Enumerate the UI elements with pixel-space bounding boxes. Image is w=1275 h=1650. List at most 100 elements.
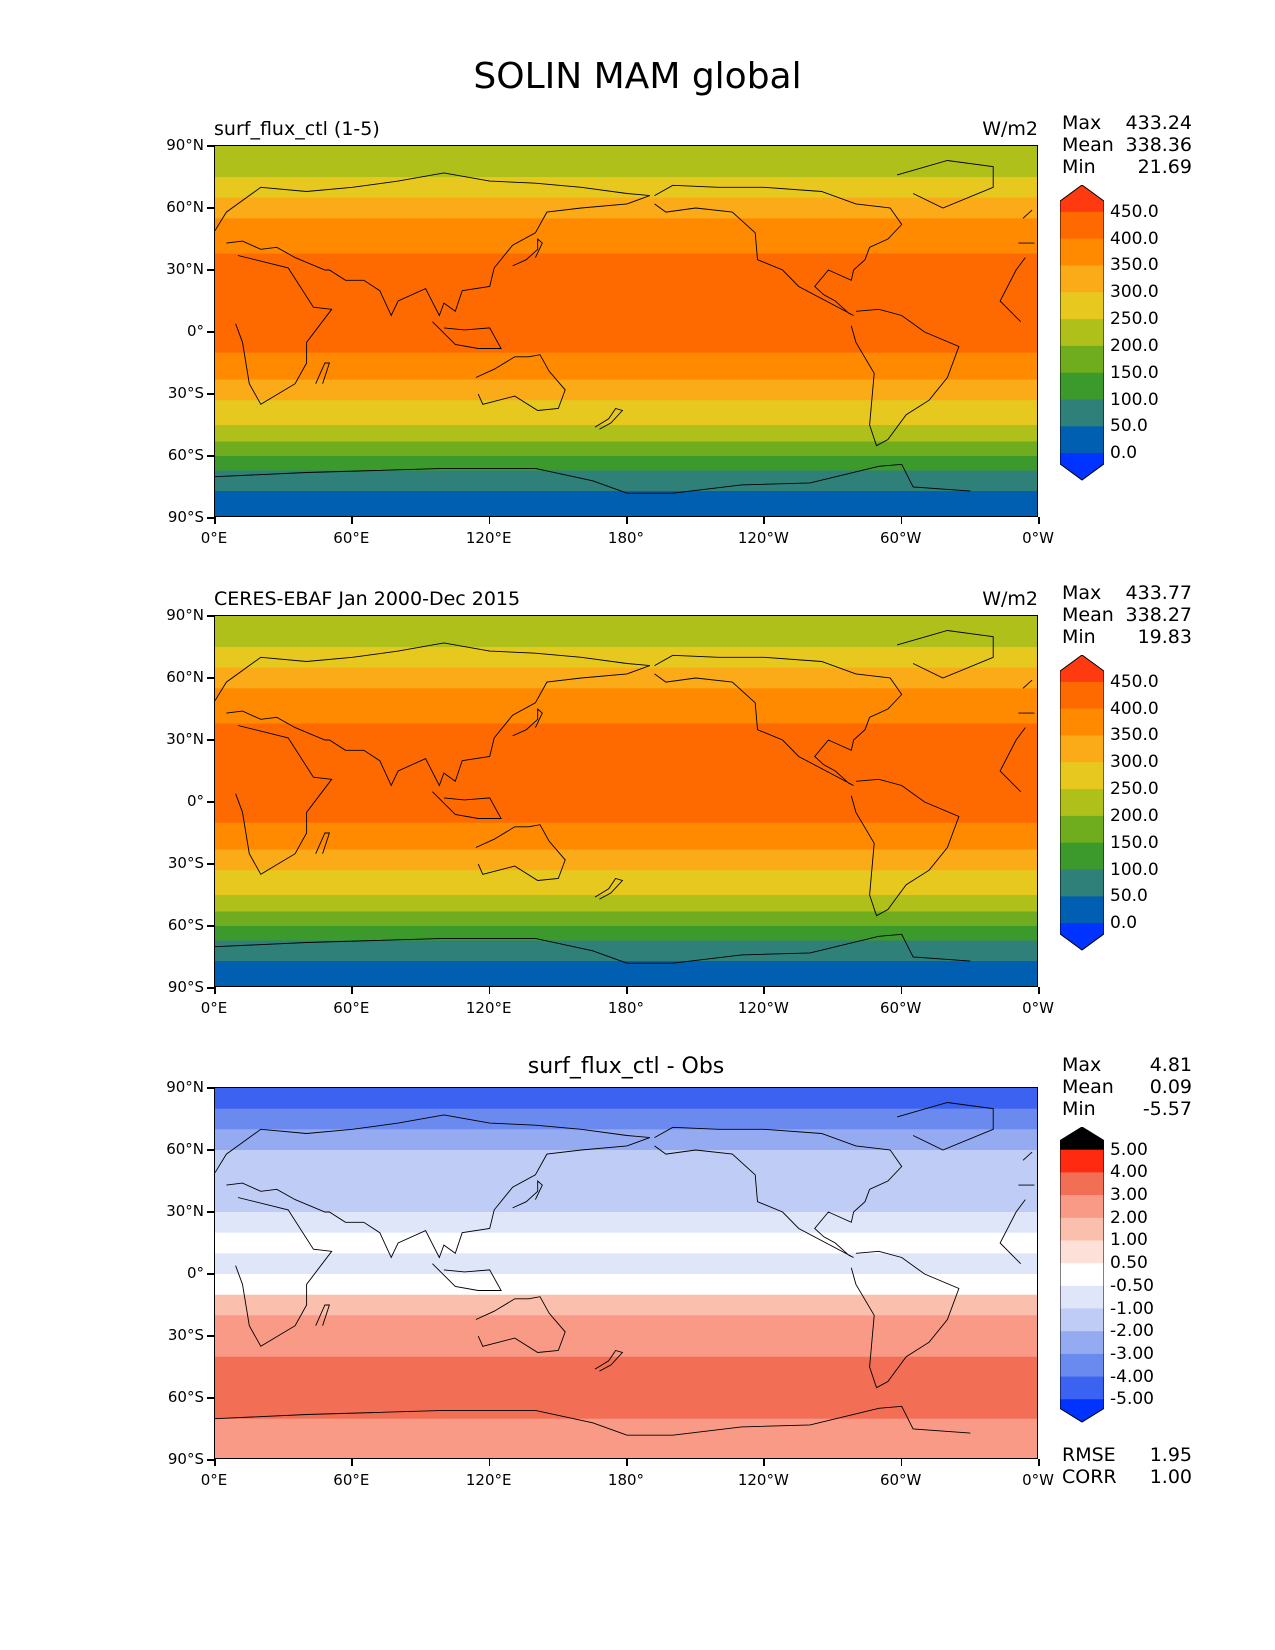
x-tick-mark bbox=[763, 1459, 765, 1466]
colorbar-label: 400.0 bbox=[1110, 228, 1159, 249]
x-tick-label: 0°W bbox=[1022, 999, 1054, 1017]
colorbar-segment bbox=[1060, 211, 1104, 240]
lat-band bbox=[215, 1294, 1037, 1316]
stat-label: Max bbox=[1062, 1054, 1102, 1076]
y-tick-mark bbox=[207, 615, 214, 617]
colorbar-label: 0.0 bbox=[1110, 443, 1138, 464]
y-tick-label: 30°S bbox=[167, 1326, 204, 1344]
x-tick-mark bbox=[900, 517, 903, 524]
colorbar-label: 200.0 bbox=[1110, 805, 1159, 826]
colorbar-segment bbox=[1060, 1285, 1104, 1310]
panel-title: surf_flux_ctl (1-5) bbox=[214, 118, 380, 140]
stats-box: Max 433.24 Mean 338.36 Min 21.69 bbox=[1062, 112, 1192, 178]
y-tick-label: 0° bbox=[186, 322, 204, 340]
x-tick-label: 120°W bbox=[737, 1471, 789, 1489]
stat-label: Mean bbox=[1062, 1076, 1114, 1098]
x-tick-mark bbox=[1038, 1459, 1040, 1466]
lat-band bbox=[215, 1170, 1037, 1192]
colorbar-segment bbox=[1060, 842, 1104, 871]
x-tick-label: 180° bbox=[607, 529, 645, 547]
lat-band bbox=[215, 870, 1037, 896]
stat-value: 1.95 bbox=[1149, 1444, 1192, 1466]
x-tick-label: 0°E bbox=[200, 999, 228, 1017]
colorbar-segment bbox=[1060, 1195, 1104, 1219]
colorbar-segment bbox=[1060, 238, 1104, 266]
y-tick-label: 60°N bbox=[166, 1140, 204, 1158]
y-tick-mark bbox=[207, 145, 214, 147]
colorbar-label: 450.0 bbox=[1110, 671, 1159, 692]
lat-band bbox=[215, 616, 1037, 648]
colorbar bbox=[1060, 1127, 1104, 1423]
lat-band bbox=[215, 1274, 1037, 1296]
x-tick-label: 60°E bbox=[333, 1471, 370, 1489]
colorbar-segment bbox=[1060, 426, 1104, 454]
lat-band bbox=[215, 456, 1037, 472]
colorbar-label: 350.0 bbox=[1110, 255, 1159, 276]
colorbar-segment bbox=[1060, 708, 1104, 736]
colorbar-label: 450.0 bbox=[1110, 201, 1159, 222]
colorbar-label: -4.00 bbox=[1110, 1366, 1154, 1387]
x-tick-mark bbox=[1038, 987, 1040, 994]
lat-band bbox=[215, 1253, 1037, 1275]
lat-band bbox=[215, 926, 1037, 942]
units-label: W/m2 bbox=[982, 588, 1038, 610]
y-tick-label: 90°N bbox=[166, 606, 204, 624]
lat-band bbox=[215, 1377, 1037, 1399]
lat-band bbox=[215, 895, 1037, 913]
colorbar-segment bbox=[1060, 345, 1104, 374]
colorbar-label: 300.0 bbox=[1110, 752, 1159, 773]
colorbar-segment bbox=[1060, 735, 1104, 763]
colorbar-segment bbox=[1060, 1331, 1104, 1355]
y-tick-label: 90°S bbox=[167, 508, 204, 526]
stat-label: Mean bbox=[1062, 134, 1114, 156]
stat-label: Max bbox=[1062, 112, 1102, 134]
x-tick-label: 0°E bbox=[200, 1471, 228, 1489]
colorbar-segment bbox=[1060, 265, 1104, 293]
colorbar-label: 350.0 bbox=[1110, 725, 1159, 746]
y-tick-label: 0° bbox=[186, 1264, 204, 1282]
lat-band bbox=[215, 441, 1037, 457]
colorbar-segment bbox=[1060, 185, 1104, 213]
colorbar-label: 1.00 bbox=[1110, 1230, 1148, 1251]
colorbar-segment bbox=[1060, 655, 1104, 683]
lat-band bbox=[215, 253, 1037, 354]
lat-band bbox=[215, 1398, 1037, 1420]
y-tick-mark bbox=[207, 393, 214, 395]
y-tick-mark bbox=[207, 1397, 214, 1399]
lat-band bbox=[215, 1212, 1037, 1234]
colorbar-label: -5.00 bbox=[1110, 1389, 1154, 1410]
stats-box: Max 4.81 Mean 0.09 Min -5.57 bbox=[1062, 1054, 1192, 1120]
panel-title: CERES-EBAF Jan 2000-Dec 2015 bbox=[214, 588, 521, 610]
colorbar-label: 0.0 bbox=[1110, 913, 1138, 934]
coastline bbox=[215, 1102, 1035, 1436]
lat-band bbox=[215, 1336, 1037, 1358]
y-tick-label: 90°N bbox=[166, 1078, 204, 1096]
colorbar-label: 100.0 bbox=[1110, 389, 1159, 410]
lat-band bbox=[215, 400, 1037, 426]
x-tick-label: 120°E bbox=[465, 999, 512, 1017]
colorbar-segment bbox=[1060, 1399, 1104, 1422]
x-tick-label: 60°W bbox=[879, 999, 922, 1017]
x-tick-mark bbox=[351, 987, 353, 994]
colorbar-label: 2.00 bbox=[1110, 1207, 1148, 1228]
y-tick-mark bbox=[207, 1335, 214, 1337]
lat-band bbox=[215, 647, 1037, 669]
lat-band bbox=[215, 1191, 1037, 1213]
lat-band bbox=[215, 218, 1037, 254]
colorbar-segment bbox=[1060, 1240, 1104, 1264]
colorbar-segment bbox=[1060, 815, 1104, 844]
y-tick-label: 30°S bbox=[167, 854, 204, 872]
lat-band bbox=[215, 961, 1037, 986]
x-tick-mark bbox=[488, 1459, 491, 1466]
stat-row: CORR 1.00 bbox=[1062, 1466, 1192, 1488]
colorbar-segment bbox=[1060, 1127, 1104, 1151]
stat-row: Mean 0.09 bbox=[1062, 1076, 1192, 1098]
stat-value: 4.81 bbox=[1149, 1054, 1192, 1076]
x-tick-label: 0°W bbox=[1022, 529, 1054, 547]
colorbar-label: 400.0 bbox=[1110, 698, 1159, 719]
colorbar-label: 250.0 bbox=[1110, 309, 1159, 330]
lat-band bbox=[215, 470, 1037, 492]
map-plot bbox=[214, 615, 1038, 987]
y-tick-label: 60°S bbox=[167, 916, 204, 934]
colorbar-segment bbox=[1060, 1263, 1104, 1287]
